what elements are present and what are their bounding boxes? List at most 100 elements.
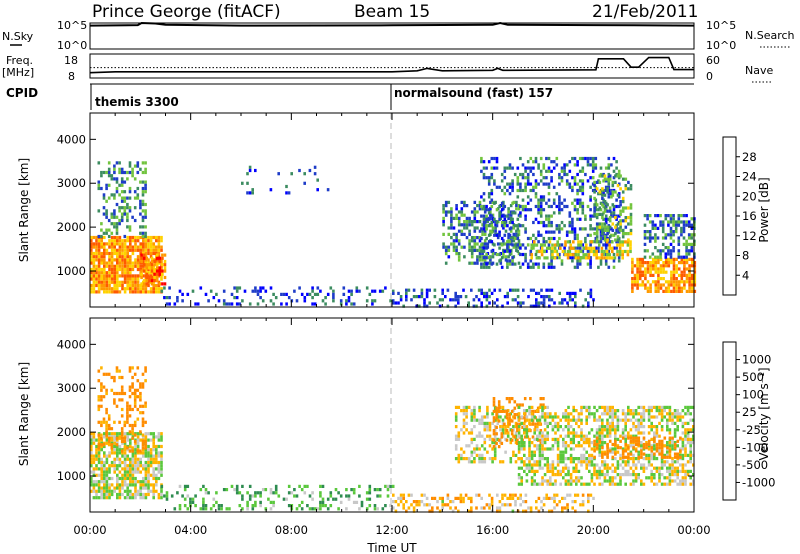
echo-cell bbox=[538, 457, 542, 461]
echo-cell bbox=[155, 480, 158, 484]
echo-cell bbox=[658, 439, 661, 443]
echo-cell bbox=[657, 289, 660, 293]
echo-cell bbox=[664, 264, 668, 268]
echo-cell bbox=[136, 470, 140, 474]
echo-cell bbox=[525, 409, 529, 413]
echo-cell bbox=[619, 473, 622, 477]
echo-cell bbox=[651, 264, 655, 268]
echo-cell bbox=[654, 214, 657, 218]
echo-cell bbox=[144, 167, 147, 171]
echo-cell bbox=[676, 412, 679, 416]
echo-cell bbox=[672, 289, 676, 293]
echo-cell bbox=[554, 425, 557, 429]
echo-cell bbox=[589, 217, 592, 221]
echo-cell bbox=[269, 488, 273, 492]
echo-cell bbox=[412, 288, 416, 292]
echo-cell bbox=[519, 204, 522, 209]
echo-cell bbox=[673, 479, 677, 483]
echo-cell bbox=[526, 243, 530, 247]
echo-cell bbox=[580, 453, 583, 457]
echo-cell bbox=[505, 416, 509, 420]
echo-cell bbox=[681, 479, 685, 483]
echo-cell bbox=[490, 192, 494, 196]
echo-cell bbox=[399, 295, 403, 299]
echo-cell bbox=[121, 271, 124, 275]
echo-cell bbox=[455, 207, 458, 211]
echo-cell bbox=[590, 428, 594, 432]
echo-cell bbox=[145, 275, 149, 280]
echo-cell bbox=[667, 233, 670, 237]
echo-cell bbox=[510, 397, 514, 401]
echo-cell bbox=[564, 473, 568, 477]
echo-cell bbox=[110, 280, 114, 284]
echo-cell bbox=[97, 369, 101, 373]
echo-cell bbox=[608, 412, 612, 416]
echo-cell bbox=[569, 418, 573, 422]
echo-cell bbox=[569, 453, 573, 457]
echo-cell bbox=[566, 503, 569, 507]
echo-cell bbox=[606, 187, 609, 191]
echo-cell bbox=[568, 240, 572, 244]
echo-cell bbox=[511, 182, 514, 186]
echo-cell bbox=[586, 262, 590, 266]
echo-cell bbox=[595, 180, 599, 184]
echo-cell bbox=[110, 464, 114, 468]
echo-cell bbox=[97, 277, 101, 281]
echo-cell bbox=[551, 256, 554, 260]
echo-cell bbox=[624, 434, 627, 438]
echo-cell bbox=[118, 280, 122, 284]
nsky-tick-bottom: 10^0 bbox=[57, 39, 87, 52]
echo-cell bbox=[358, 289, 361, 293]
colorbar-tick-label: 24 bbox=[742, 170, 757, 184]
echo-cell bbox=[667, 283, 671, 287]
echo-cell bbox=[568, 224, 572, 228]
echo-cell bbox=[103, 496, 106, 500]
echo-cell bbox=[277, 172, 280, 176]
echo-cell bbox=[615, 204, 618, 209]
echo-cell bbox=[113, 245, 116, 249]
echo-cell bbox=[487, 256, 491, 260]
echo-cell bbox=[558, 172, 561, 177]
echo-cell bbox=[569, 457, 573, 461]
echo-cell bbox=[100, 420, 103, 424]
echo-cell bbox=[621, 256, 624, 260]
echo-cell bbox=[513, 224, 517, 228]
echo-cell bbox=[181, 292, 184, 296]
echo-cell bbox=[577, 476, 581, 480]
echo-cell bbox=[605, 253, 609, 257]
echo-cell bbox=[100, 251, 103, 256]
echo-cell bbox=[654, 264, 658, 268]
echo-cell bbox=[491, 255, 495, 259]
echo-cell bbox=[147, 239, 150, 243]
echo-cell bbox=[693, 283, 697, 287]
echo-cell bbox=[371, 299, 374, 303]
echo-cell bbox=[191, 500, 195, 504]
echo-cell bbox=[500, 224, 504, 228]
echo-cell bbox=[543, 412, 547, 416]
echo-cell bbox=[126, 489, 129, 493]
echo-cell bbox=[438, 509, 442, 513]
echo-cell bbox=[473, 239, 477, 243]
echo-cell bbox=[614, 425, 617, 429]
echo-cell bbox=[498, 185, 501, 189]
echo-cell bbox=[480, 496, 483, 500]
echo-cell bbox=[368, 292, 372, 296]
echo-cell bbox=[118, 264, 122, 268]
echo-cell bbox=[217, 299, 221, 303]
echo-cell bbox=[467, 405, 471, 409]
echo-cell bbox=[550, 509, 554, 513]
echo-cell bbox=[144, 231, 147, 235]
echo-cell bbox=[134, 283, 137, 288]
echo-cell bbox=[638, 261, 642, 265]
echo-cell bbox=[589, 291, 593, 295]
echo-cell bbox=[326, 507, 330, 511]
echo-cell bbox=[136, 464, 140, 468]
echo-cell bbox=[525, 434, 529, 438]
echo-cell bbox=[473, 457, 476, 461]
echo-cell bbox=[551, 249, 554, 254]
echo-cell bbox=[97, 438, 101, 442]
echo-cell bbox=[517, 482, 521, 486]
echo-cell bbox=[141, 225, 145, 229]
echo-cell bbox=[504, 437, 507, 441]
echo-cell bbox=[519, 172, 522, 177]
